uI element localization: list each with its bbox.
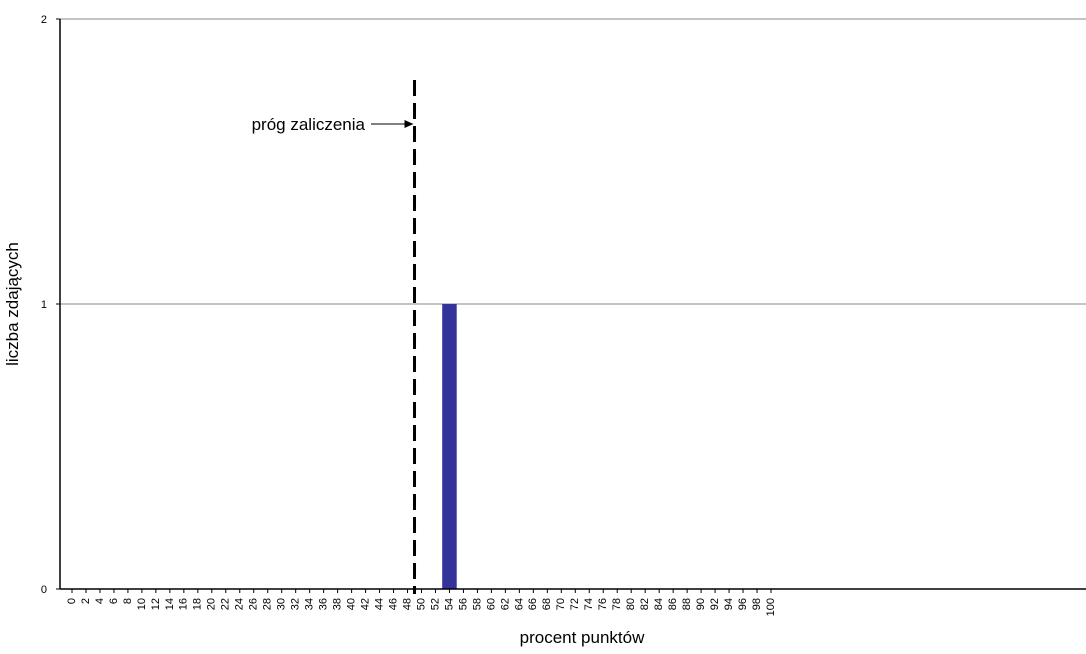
y-tick-label: 0 (41, 584, 47, 596)
x-tick-label: 74 (583, 598, 595, 610)
bar-54 (442, 304, 457, 589)
x-tick-label: 0 (66, 598, 78, 604)
x-tick-label: 14 (164, 598, 176, 610)
x-tick-label: 50 (415, 598, 427, 610)
x-tick-label: 82 (639, 598, 651, 610)
threshold-marker: próg zaliczenia (252, 80, 417, 594)
x-tick-label: 32 (290, 598, 302, 610)
x-tick-label: 76 (597, 598, 609, 610)
x-tick-label: 8 (122, 598, 134, 604)
x-tick-label: 60 (485, 598, 497, 610)
x-tick-label: 38 (332, 598, 344, 610)
x-tick-label: 56 (457, 598, 469, 610)
x-tick-label: 6 (108, 598, 120, 604)
x-tick-label: 70 (555, 598, 567, 610)
x-tick-label: 58 (471, 598, 483, 610)
x-tick-label: 30 (276, 598, 288, 610)
x-tick-label: 100 (765, 598, 777, 616)
x-tick-label: 48 (401, 598, 413, 610)
x-tick-label: 40 (346, 598, 358, 610)
x-tick-label: 64 (513, 598, 525, 610)
x-tick-label: 78 (611, 598, 623, 610)
x-tick-label: 34 (304, 598, 316, 610)
x-tick-label: 24 (234, 598, 246, 610)
x-tick-label: 52 (429, 598, 441, 610)
y-tick-labels: 0 1 2 (41, 14, 60, 596)
x-tick-label: 90 (695, 598, 707, 610)
x-tick-label: 12 (150, 598, 162, 610)
x-tick-label: 18 (192, 598, 204, 610)
x-tick-label: 20 (206, 598, 218, 610)
bars (442, 304, 457, 589)
x-tick-label: 22 (220, 598, 232, 610)
x-tick-label: 80 (625, 598, 637, 610)
x-tick-label: 26 (248, 598, 260, 610)
x-tick-label: 66 (527, 598, 539, 610)
x-tick-label: 84 (653, 598, 665, 610)
x-tick-label: 42 (359, 598, 371, 610)
x-tick-label: 46 (387, 598, 399, 610)
x-tick-label: 96 (737, 598, 749, 610)
y-tick-label: 1 (41, 299, 47, 311)
x-tick-label: 62 (499, 598, 511, 610)
x-tick-label: 88 (681, 598, 693, 610)
threshold-arrowhead (404, 120, 414, 128)
x-tick-label: 86 (667, 598, 679, 610)
x-tick-label: 68 (541, 598, 553, 610)
x-tick-label: 36 (318, 598, 330, 610)
x-tick-label: 2 (80, 598, 92, 604)
y-axis-title: liczba zdających (3, 242, 22, 366)
x-tick-label: 10 (136, 598, 148, 610)
x-tick-label: 44 (373, 598, 385, 610)
gridlines (60, 18, 1086, 305)
x-tick-label: 98 (751, 598, 763, 610)
x-tick-label: 92 (709, 598, 721, 610)
x-tick-label: 28 (262, 598, 274, 610)
x-tick-label: 54 (443, 598, 455, 610)
x-axis-title: procent punktów (520, 628, 645, 647)
x-tick-label: 94 (723, 598, 735, 610)
x-tick-label: 16 (178, 598, 190, 610)
threshold-label: próg zaliczenia (252, 115, 366, 134)
y-tick-label: 2 (41, 14, 47, 26)
x-tick-labels: 0 2 4 6 8 10 12 14 16 18 20 22 24 26 28 30 32 34 36 38 40 42 4… (66, 589, 777, 616)
x-tick-label: 4 (94, 598, 106, 604)
x-tick-label: 72 (569, 598, 581, 610)
